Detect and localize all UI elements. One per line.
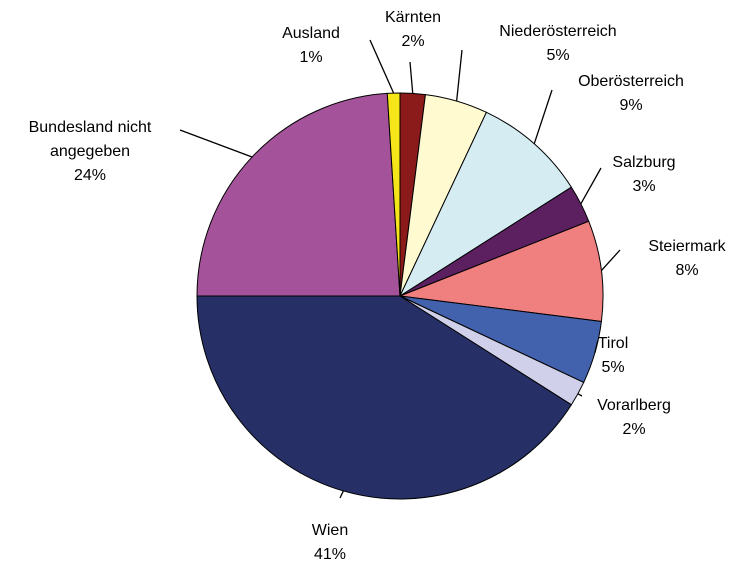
slice-label: Niederösterreich: [499, 23, 616, 40]
slice-label: Wien: [312, 522, 348, 539]
slice-label: Steiermark: [648, 238, 726, 255]
value-label: 1%: [299, 49, 322, 66]
leader-line: [455, 49, 463, 102]
leader-line: [533, 89, 553, 144]
value-label: 2%: [622, 421, 645, 438]
leader-line: [594, 339, 599, 353]
pie-slice: [196, 92, 401, 297]
pie-slice: [196, 295, 573, 500]
value-label: 8%: [675, 262, 698, 279]
value-label: 5%: [546, 47, 569, 64]
value-label: 24%: [74, 167, 106, 184]
slice-label: Tirol: [598, 335, 629, 352]
slice-label: Vorarlberg: [597, 397, 671, 414]
value-label: 9%: [619, 97, 642, 114]
value-label: 2%: [401, 33, 424, 50]
slice-label: Kärnten: [385, 9, 441, 26]
value-label: 41%: [314, 546, 346, 563]
slice-label: Salzburg: [612, 154, 675, 171]
leader-line: [580, 167, 602, 205]
value-label: 5%: [601, 359, 624, 376]
leader-line: [600, 249, 621, 271]
pie-slice: [386, 92, 401, 297]
slice-label: Oberösterreich: [578, 73, 684, 90]
leader-line: [339, 490, 344, 499]
value-label: 3%: [632, 178, 655, 195]
pie-slice: [399, 220, 604, 323]
leader-line: [179, 129, 253, 158]
leader-line: [409, 61, 414, 94]
slice-label: Ausland: [282, 25, 340, 42]
leader-line: [577, 393, 583, 397]
slice-label: Bundesland nicht angegeben: [29, 119, 152, 160]
leader-line: [369, 39, 395, 94]
